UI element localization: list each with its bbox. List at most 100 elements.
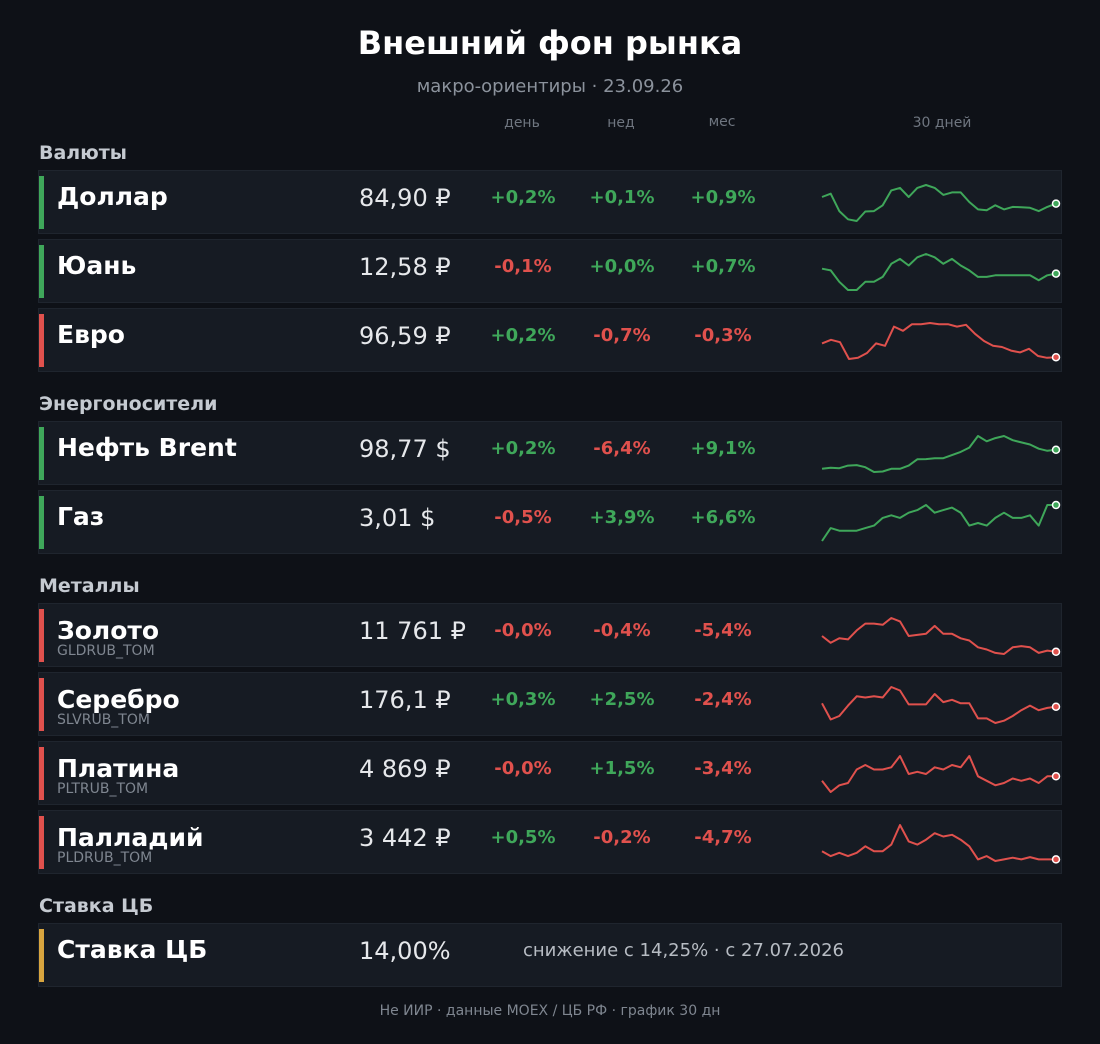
instrument-row: Нефть Brent 98,77 $ +0,2% -6,4% +9,1% bbox=[38, 421, 1062, 485]
sparkline-last-point bbox=[1051, 855, 1061, 864]
sparkline-30d bbox=[821, 184, 1061, 222]
sparkline-last-point bbox=[1051, 702, 1061, 711]
instrument-row: Доллар 84,90 ₽ +0,2% +0,1% +0,9% bbox=[38, 170, 1062, 234]
trend-indicator-bar bbox=[39, 427, 44, 480]
column-header-month: мес bbox=[708, 114, 736, 130]
sparkline-30d bbox=[821, 686, 1061, 724]
instrument-row: Платина PLTRUB_TOM 4 869 ₽ -0,0% +1,5% -3,4% bbox=[38, 741, 1062, 805]
instrument-name: Ставка ЦБ bbox=[57, 935, 208, 964]
instrument-name: Нефть Brent bbox=[57, 433, 237, 462]
change-day: -0,1% bbox=[494, 256, 552, 277]
change-day: -0,5% bbox=[494, 507, 552, 528]
trend-indicator-bar bbox=[39, 816, 44, 869]
sparkline-line bbox=[821, 504, 1056, 542]
page-subtitle: макро-ориентиры · 23.09.26 bbox=[416, 76, 684, 97]
change-day: +0,2% bbox=[490, 325, 556, 346]
sparkline-line bbox=[821, 253, 1057, 291]
sparkline-line bbox=[821, 617, 1057, 655]
sparkline-last-point bbox=[1051, 352, 1061, 362]
sparkline-line bbox=[821, 184, 1057, 222]
instrument-price: 3 442 ₽ bbox=[359, 824, 451, 852]
trend-indicator-bar bbox=[39, 609, 44, 662]
sparkline-last-point bbox=[1051, 772, 1061, 781]
section-title: Валюты bbox=[39, 142, 127, 164]
sparkline-30d bbox=[821, 755, 1061, 793]
change-day: +0,2% bbox=[490, 187, 556, 208]
sparkline-30d bbox=[821, 253, 1061, 291]
instrument-ticker: GLDRUB_TOM bbox=[57, 643, 155, 659]
trend-indicator-bar bbox=[39, 929, 44, 982]
sparkline-30d bbox=[821, 824, 1061, 864]
instrument-price: 176,1 ₽ bbox=[359, 686, 451, 714]
instrument-price: 98,77 $ bbox=[359, 435, 451, 463]
instrument-price: 96,59 ₽ bbox=[359, 322, 451, 350]
change-month: -5,4% bbox=[694, 620, 752, 641]
sparkline-30d bbox=[821, 500, 1061, 542]
instrument-name: Платина bbox=[57, 754, 180, 783]
sparkline-line bbox=[821, 322, 1057, 360]
instrument-price: 12,58 ₽ bbox=[359, 253, 451, 281]
change-month: -4,7% bbox=[694, 827, 752, 848]
instrument-name: Доллар bbox=[57, 182, 168, 211]
change-month: -0,3% bbox=[694, 325, 752, 346]
trend-indicator-bar bbox=[39, 678, 44, 731]
change-week: -0,7% bbox=[593, 325, 651, 346]
trend-indicator-bar bbox=[39, 747, 44, 800]
instrument-row: Газ 3,01 $ -0,5% +3,9% +6,6% bbox=[38, 490, 1062, 554]
change-week: +0,1% bbox=[589, 187, 655, 208]
rate-note: снижение с 14,25% · с 27.07.2026 bbox=[523, 940, 845, 961]
sparkline-last-point bbox=[1051, 500, 1061, 510]
change-month: +0,7% bbox=[690, 256, 756, 277]
instrument-price: 4 869 ₽ bbox=[359, 755, 451, 783]
sparkline-30d bbox=[821, 617, 1061, 657]
instrument-price: 84,90 ₽ bbox=[359, 184, 451, 212]
instrument-name: Юань bbox=[57, 251, 137, 280]
change-week: -0,2% bbox=[593, 827, 651, 848]
trend-indicator-bar bbox=[39, 314, 44, 367]
instrument-price: 14,00% bbox=[359, 937, 451, 965]
change-day: +0,2% bbox=[490, 438, 556, 459]
sparkline-last-point bbox=[1051, 199, 1061, 208]
sparkline-last-point bbox=[1051, 269, 1061, 278]
sparkline-line bbox=[821, 824, 1056, 862]
change-week: -6,4% bbox=[593, 438, 651, 459]
section-title: Металлы bbox=[39, 575, 140, 597]
instrument-row: Палладий PLDRUB_TOM 3 442 ₽ +0,5% -0,2% -4,7% bbox=[38, 810, 1062, 874]
instrument-ticker: PLDRUB_TOM bbox=[57, 850, 153, 866]
section-title: Ставка ЦБ bbox=[39, 895, 154, 917]
change-month: -2,4% bbox=[694, 689, 752, 710]
instrument-row: Золото GLDRUB_TOM 11 761 ₽ -0,0% -0,4% -5,4% bbox=[38, 603, 1062, 667]
change-day: +0,3% bbox=[490, 689, 556, 710]
column-header-day: день bbox=[504, 115, 540, 131]
section-title: Энергоносители bbox=[39, 393, 218, 415]
change-day: +0,5% bbox=[490, 827, 556, 848]
instrument-name: Серебро bbox=[57, 685, 180, 714]
sparkline-30d bbox=[821, 322, 1061, 362]
instrument-price: 11 761 ₽ bbox=[359, 617, 466, 645]
sparkline-last-point bbox=[1051, 445, 1061, 455]
instrument-row: Серебро SLVRUB_TOM 176,1 ₽ +0,3% +2,5% -2,4% bbox=[38, 672, 1062, 736]
instrument-row: Ставка ЦБ 14,00% снижение с 14,25% · с 27.… bbox=[38, 923, 1062, 987]
instrument-name: Палладий bbox=[57, 823, 204, 852]
column-header-week: нед bbox=[607, 115, 635, 131]
change-week: +2,5% bbox=[589, 689, 655, 710]
trend-indicator-bar bbox=[39, 496, 44, 549]
change-day: -0,0% bbox=[494, 758, 552, 779]
change-week: -0,4% bbox=[593, 620, 651, 641]
instrument-ticker: PLTRUB_TOM bbox=[57, 781, 149, 797]
sparkline-line bbox=[821, 435, 1057, 473]
sparkline-line bbox=[821, 755, 1056, 793]
trend-indicator-bar bbox=[39, 176, 44, 229]
sparkline-line bbox=[821, 686, 1057, 724]
footer-note: Не ИИР · данные MOEX / ЦБ РФ · график 30… bbox=[379, 1003, 721, 1019]
instrument-price: 3,01 $ bbox=[359, 504, 436, 532]
change-month: +6,6% bbox=[690, 507, 756, 528]
change-week: +0,0% bbox=[589, 256, 655, 277]
instrument-name: Евро bbox=[57, 320, 125, 349]
change-week: +3,9% bbox=[589, 507, 655, 528]
instrument-row: Юань 12,58 ₽ -0,1% +0,0% +0,7% bbox=[38, 239, 1062, 303]
instrument-name: Золото bbox=[57, 616, 160, 645]
change-week: +1,5% bbox=[589, 758, 655, 779]
instrument-name: Газ bbox=[57, 502, 105, 531]
column-header-chart: 30 дней bbox=[912, 115, 972, 131]
